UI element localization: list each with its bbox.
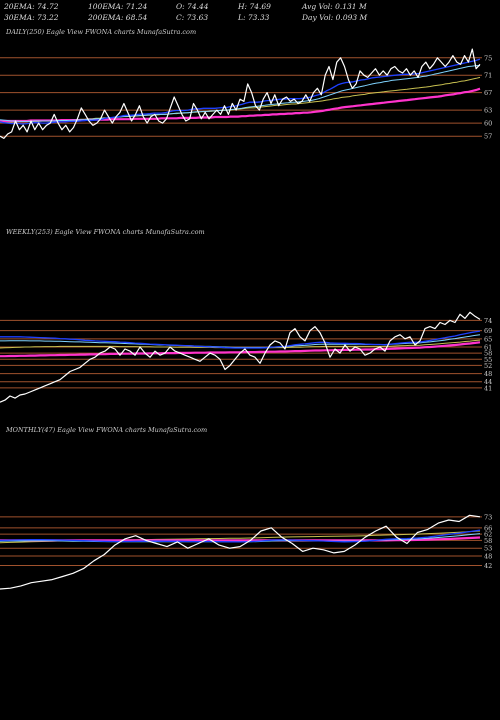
weekly-level-label: 58: [484, 350, 492, 358]
monthly-level-label: 62: [484, 531, 492, 539]
ema20-stat: 20EMA: 74.72: [4, 2, 59, 11]
close-stat: C: 73.63: [176, 13, 209, 22]
monthly-level-label: 66: [484, 524, 492, 532]
monthly-panel-title: MONTHLY(47) Eagle View FWONA charts Muna…: [6, 426, 208, 434]
daily-ema-short-line: [0, 58, 481, 125]
daily-level-label: 57: [484, 133, 492, 141]
weekly-level-label: 65: [484, 335, 492, 343]
high-stat: H: 74.69: [238, 2, 271, 11]
open-stat: O: 74.44: [176, 2, 209, 11]
daily-level-label: 75: [484, 54, 492, 62]
ema30-stat: 30EMA: 73.22: [4, 13, 59, 22]
day-vol-stat: Day Vol: 0.093 M: [302, 13, 368, 22]
ema200-stat: 200EMA: 68.54: [88, 13, 148, 22]
weekly-level-label: 41: [484, 384, 492, 392]
daily-level-label: 63: [484, 107, 492, 115]
weekly-level-label: 61: [484, 344, 492, 352]
weekly-price-line: [0, 311, 481, 403]
weekly-level-label: 48: [484, 370, 492, 378]
weekly-level-label: 44: [484, 378, 492, 386]
daily-panel-title: DAILY(250) Eagle View FWONA charts Munaf…: [6, 28, 197, 36]
low-stat: L: 73.33: [238, 13, 270, 22]
ema100-stat: 100EMA: 71.24: [88, 2, 148, 11]
weekly-level-label: 69: [484, 327, 492, 335]
weekly-panel-title: WEEKLY(253) Eagle View FWONA charts Muna…: [6, 228, 205, 236]
weekly-level-label: 52: [484, 362, 492, 370]
monthly-level-label: 48: [484, 553, 492, 561]
monthly-price-line: [0, 514, 481, 590]
monthly-level-label: 73: [484, 513, 492, 521]
daily-level-label: 67: [484, 89, 492, 97]
weekly-ema-200-line: [0, 341, 481, 358]
daily-ema-mid-line: [0, 65, 480, 122]
daily-level-label: 71: [484, 72, 492, 80]
daily-level-label: 60: [484, 120, 492, 128]
monthly-level-label: 58: [484, 537, 492, 545]
monthly-level-label: 42: [484, 562, 492, 570]
avg-vol-stat: Avg Vol: 0.131 M: [302, 2, 367, 11]
daily-price-line: [0, 48, 481, 139]
weekly-level-label: 55: [484, 356, 492, 364]
monthly-level-label: 53: [484, 545, 492, 553]
weekly-ema-short-line: [0, 330, 481, 349]
weekly-level-label: 74: [484, 317, 492, 325]
